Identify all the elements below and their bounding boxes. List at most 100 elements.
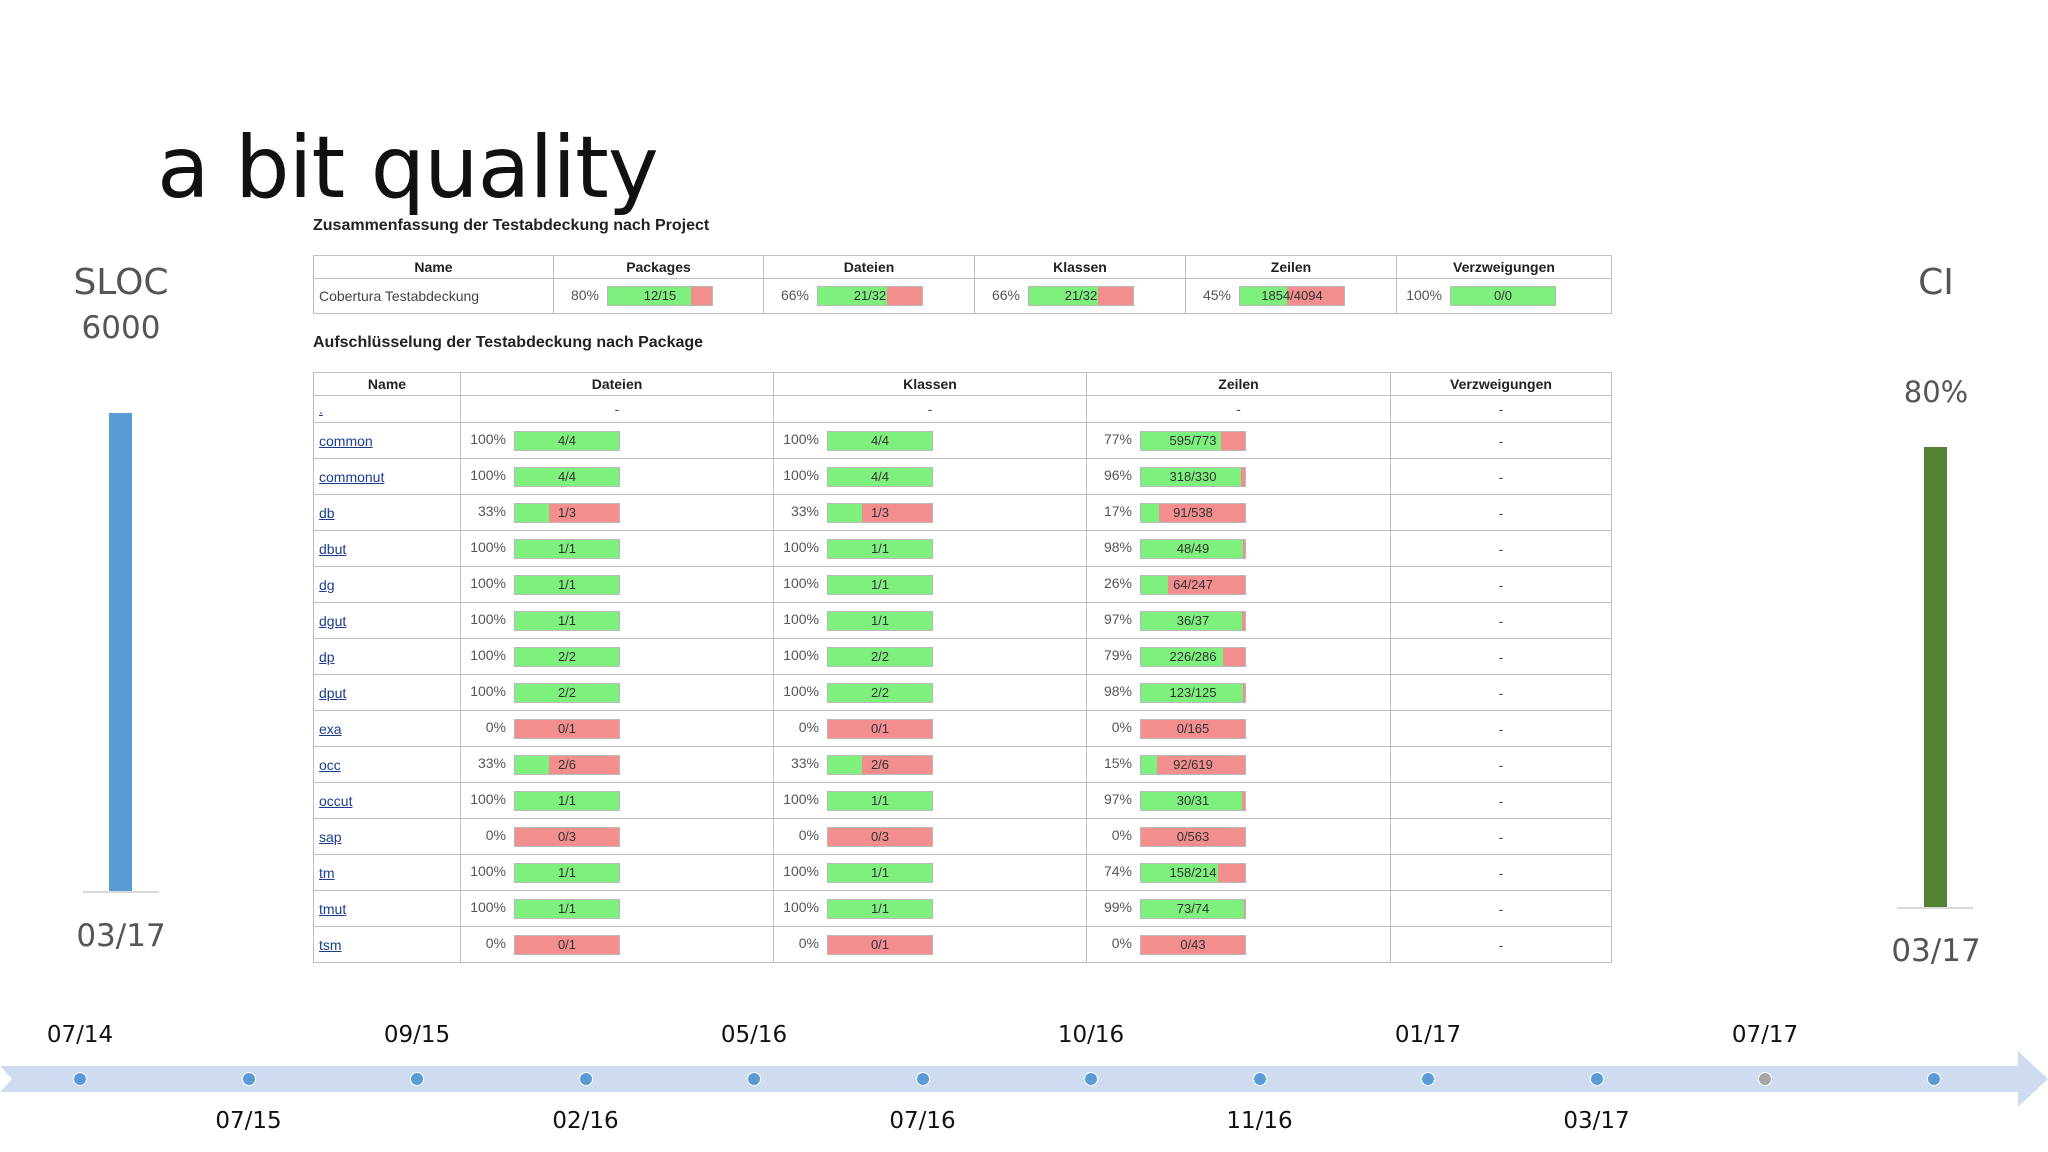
coverage-bar: 1/1: [514, 610, 620, 631]
coverage-percent: 0%: [485, 827, 506, 844]
package-link[interactable]: occut: [319, 792, 353, 809]
coverage-ratio: 0/1: [870, 936, 890, 952]
package-name-cell[interactable]: commonut: [313, 458, 461, 495]
project-name: Cobertura Testabdeckung: [313, 278, 554, 314]
coverage-bar-fill: [828, 503, 863, 522]
coverage-percent: 33%: [477, 503, 506, 520]
coverage-ratio: 1/1: [557, 576, 577, 592]
coverage-percent: 100%: [470, 575, 506, 592]
coverage-bar: 2/2: [514, 646, 620, 667]
package-name-cell[interactable]: tsm: [313, 926, 461, 963]
package-link[interactable]: exa: [319, 720, 342, 737]
coverage-cell: 15% 92/619: [1086, 746, 1391, 783]
coverage-cell: 26% 64/247: [1086, 566, 1391, 603]
package-link[interactable]: occ: [319, 756, 341, 773]
column-header: Klassen: [974, 255, 1186, 279]
coverage-percent: 0%: [485, 935, 506, 952]
sloc-bar: [109, 413, 132, 891]
package-name-cell[interactable]: sap: [313, 818, 461, 855]
coverage-ratio: 30/31: [1176, 792, 1210, 808]
package-link[interactable]: .: [313, 395, 461, 423]
package-link[interactable]: tmut: [319, 900, 347, 917]
timeline-label-top: 07/17: [1731, 1022, 1799, 1048]
coverage-ratio: 36/37: [1176, 612, 1210, 628]
coverage-bar: 4/4: [514, 430, 620, 451]
column-header: Name: [313, 372, 461, 396]
coverage-cell: 98% 48/49: [1086, 530, 1391, 567]
coverage-percent: 100%: [470, 791, 506, 808]
coverage-ratio: 158/214: [1169, 864, 1217, 880]
package-link[interactable]: dp: [319, 648, 335, 665]
sloc-label: SLOC: [73, 262, 169, 303]
timeline-label-top: 01/17: [1394, 1022, 1462, 1048]
timeline-label-bottom: 07/16: [889, 1108, 956, 1134]
package-link[interactable]: dgut: [319, 612, 347, 629]
column-header: Dateien: [460, 372, 774, 396]
coverage-percent: 100%: [783, 575, 819, 592]
coverage-cell: 80% 12/15: [553, 278, 764, 314]
package-name-cell[interactable]: exa: [313, 710, 461, 747]
timeline-dot: [578, 1072, 593, 1086]
package-link[interactable]: common: [319, 432, 373, 449]
table-row: commonut 100% 4/4 100% 4/4 96% 318/330 -: [313, 458, 1612, 495]
slide-title: a bit quality: [157, 118, 659, 218]
table-row: db 33% 1/3 33% 1/3 17% 91/538 -: [313, 494, 1612, 531]
ci-date: 03/17: [1891, 933, 1981, 969]
package-name-cell[interactable]: occut: [313, 782, 461, 819]
coverage-ratio: 1/1: [557, 792, 577, 808]
coverage-bar: 48/49: [1140, 538, 1246, 559]
coverage-ratio: 4/4: [870, 432, 890, 448]
package-link[interactable]: dbut: [319, 540, 347, 557]
package-name-cell[interactable]: dput: [313, 674, 461, 711]
table-row: dgut 100% 1/1 100% 1/1 97% 36/37 -: [313, 602, 1612, 639]
coverage-bar: 595/773: [1140, 430, 1246, 451]
coverage-bar-fill: [818, 287, 887, 305]
package-name-cell[interactable]: db: [313, 494, 461, 531]
coverage-percent: 0%: [1111, 719, 1132, 736]
coverage-bar-fill: [828, 647, 932, 666]
coverage-cell: 96% 318/330: [1086, 458, 1391, 495]
coverage-bar-fill: [828, 575, 932, 594]
timeline-dot: [1252, 1072, 1267, 1086]
coverage-bar: 0/0: [1450, 286, 1556, 306]
package-link[interactable]: tm: [319, 864, 335, 881]
package-link[interactable]: tsm: [319, 936, 342, 953]
coverage-ratio: 2/6: [557, 756, 577, 772]
package-link[interactable]: sap: [319, 828, 342, 845]
coverage-bar: 0/165: [1140, 718, 1246, 739]
coverage-percent: 45%: [1202, 286, 1231, 303]
coverage-cell: 0% 0/165: [1086, 710, 1391, 747]
package-link-label[interactable]: .: [319, 401, 323, 417]
coverage-bar-fill: [1141, 755, 1157, 774]
branches-cell: -: [1390, 530, 1612, 567]
coverage-percent: 0%: [485, 719, 506, 736]
package-name-cell[interactable]: occ: [313, 746, 461, 783]
coverage-cell: 100% 1/1: [773, 854, 1087, 891]
package-name-cell[interactable]: dgut: [313, 602, 461, 639]
package-link[interactable]: dput: [319, 684, 347, 701]
package-name-cell[interactable]: tm: [313, 854, 461, 891]
package-link[interactable]: db: [319, 504, 335, 521]
package-name-cell[interactable]: dbut: [313, 530, 461, 567]
coverage-bar: 1/3: [514, 502, 620, 523]
package-link[interactable]: dg: [319, 576, 335, 593]
coverage-ratio: 1/1: [870, 900, 890, 916]
coverage-bar: 158/214: [1140, 862, 1246, 883]
coverage-bar-fill: [515, 791, 619, 810]
timeline-label-top: 09/15: [383, 1022, 451, 1048]
branches-cell: -: [1390, 638, 1612, 675]
timeline-label-top: 10/16: [1057, 1022, 1125, 1048]
package-name-cell[interactable]: common: [313, 422, 461, 459]
package-link[interactable]: commonut: [319, 468, 385, 485]
coverage-bar: 2/2: [827, 682, 933, 703]
package-name-cell[interactable]: dp: [313, 638, 461, 675]
coverage-bar: 0/1: [514, 718, 620, 739]
coverage-bar-fill: [1029, 287, 1098, 305]
coverage-bar-fill: [515, 503, 550, 522]
branches-cell: -: [1390, 746, 1612, 783]
coverage-percent: 100%: [783, 683, 819, 700]
coverage-cell: 100% 1/1: [460, 566, 774, 603]
coverage-ratio: 64/247: [1173, 576, 1213, 592]
package-name-cell[interactable]: tmut: [313, 890, 461, 927]
package-name-cell[interactable]: dg: [313, 566, 461, 603]
